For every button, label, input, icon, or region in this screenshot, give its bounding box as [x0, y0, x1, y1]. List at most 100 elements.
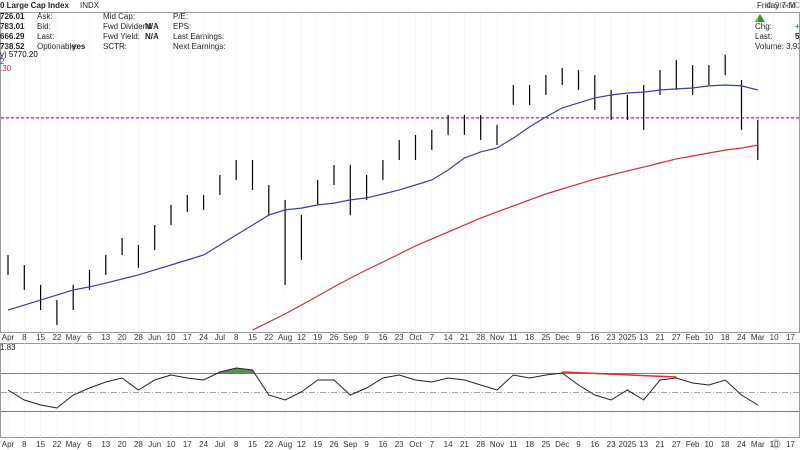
- x-tick-label: 19: [313, 333, 322, 342]
- x-tick-label: 22: [264, 333, 273, 342]
- x-tick-label: 23: [607, 440, 616, 449]
- x-tick-label: 25: [541, 440, 550, 449]
- x-tick-label: Dec: [555, 333, 569, 342]
- x-tick-label: 7: [430, 333, 435, 342]
- quote-value: 738.52: [0, 42, 25, 51]
- x-tick-label: 21: [656, 440, 665, 449]
- x-tick-label: 22: [52, 333, 61, 342]
- x-tick-label: Nov: [490, 440, 504, 449]
- x-tick-label: 10: [167, 440, 176, 449]
- x-tick-label: 12: [297, 440, 306, 449]
- moving-average: [252, 144, 758, 331]
- x-tick-label: 9: [576, 440, 581, 449]
- earnings-label: Next Earnings:: [173, 42, 225, 51]
- x-tick-label: 23: [395, 440, 404, 449]
- x-tick-label: 23: [607, 333, 616, 342]
- x-tick-label: Nov: [490, 333, 504, 342]
- x-tick-label: Jul: [215, 440, 225, 449]
- x-tick-label: 14: [444, 440, 453, 449]
- x-tick-label: Feb: [686, 440, 700, 449]
- quote-value: 666.29: [0, 32, 25, 41]
- x-tick-label: 7: [430, 440, 435, 449]
- x-tick-label: Jun: [148, 333, 161, 342]
- fundamental-label: Fwd Yield:: [103, 32, 140, 41]
- exchange: INDX: [80, 1, 100, 10]
- x-tick-label: 21: [656, 333, 665, 342]
- x-tick-label: 11: [509, 440, 518, 449]
- x-tick-label: 16: [590, 440, 599, 449]
- x-tick-label: 24: [737, 333, 746, 342]
- x-tick-label: 15: [36, 333, 45, 342]
- x-tick-label: 8: [234, 333, 239, 342]
- x-tick-label: 28: [476, 333, 485, 342]
- trendline: [562, 371, 677, 378]
- x-tick-label: 2025: [619, 333, 637, 342]
- x-tick-label: 22: [264, 440, 273, 449]
- x-tick-label: 6: [87, 440, 92, 449]
- legend-entry: y) 5770.20: [0, 50, 38, 59]
- fundamental-label: Fwd Dividend: [103, 22, 151, 31]
- x-tick-label: 19: [313, 440, 322, 449]
- x-tick-label: 10: [167, 333, 176, 342]
- quote-value: 783.01: [0, 22, 25, 31]
- quote-value: 726.01: [0, 12, 25, 21]
- x-tick-label: 18: [525, 440, 534, 449]
- source: © StockC: [766, 1, 800, 10]
- x-tick-label: 20: [118, 333, 127, 342]
- x-tick-label: 25: [541, 333, 550, 342]
- fwd-dividend: N/A: [145, 22, 159, 31]
- x-tick-label: 18: [721, 333, 730, 342]
- x-tick-label: 11: [509, 333, 518, 342]
- x-tick-label: 15: [248, 333, 257, 342]
- x-tick-label: Feb: [686, 333, 700, 342]
- legend-entry: 2: [0, 57, 5, 66]
- x-tick-label: 8: [234, 440, 239, 449]
- x-tick-label: 9: [576, 333, 581, 342]
- x-tick-label: Oct: [409, 440, 422, 449]
- x-tick-label: Aug: [278, 440, 292, 449]
- x-tick-label: Mar: [751, 440, 765, 449]
- x-tick-label: 8: [22, 333, 27, 342]
- x-tick-label: 17: [786, 440, 795, 449]
- x-tick-label: 13: [639, 333, 648, 342]
- x-tick-label: May: [66, 440, 81, 449]
- x-tick-label: 9: [364, 333, 369, 342]
- fundamental-label: SCTR:: [103, 42, 127, 51]
- chg: +: [795, 22, 800, 31]
- x-tick-label: 28: [134, 440, 143, 449]
- x-tick-label: Apr: [2, 333, 15, 342]
- header: 0 Large Cap Index INDX © StockC yes N/A …: [0, 1, 800, 51]
- x-tick-label: 10: [704, 440, 713, 449]
- x-tick-label: Jun: [148, 440, 161, 449]
- earnings-label: Last Earnings:: [173, 32, 224, 41]
- x-tick-label: 13: [101, 440, 110, 449]
- indicator-line: [7, 367, 759, 409]
- x-tick-label: 6: [87, 333, 92, 342]
- quote-label: Last:: [37, 32, 54, 41]
- x-tick-label: 27: [672, 440, 681, 449]
- x-tick-label: May: [66, 333, 81, 342]
- x-tick-label: 22: [52, 440, 61, 449]
- x-tick-label: 14: [444, 333, 453, 342]
- x-tick-label: 18: [721, 440, 730, 449]
- x-tick-label: 28: [476, 440, 485, 449]
- x-tick-label: 21: [460, 440, 469, 449]
- x-tick-label: 16: [378, 333, 387, 342]
- x-tick-label: 16: [590, 333, 599, 342]
- x-tick-label: 10: [704, 333, 713, 342]
- settings-icon[interactable]: [771, 439, 781, 449]
- x-tick-label: 24: [199, 333, 208, 342]
- x-tick-label: 21: [460, 333, 469, 342]
- date: Friday 7-M: [757, 1, 796, 10]
- last: 5: [795, 32, 800, 41]
- x-tick-label: 12: [297, 333, 306, 342]
- x-tick-label: 2025: [619, 440, 637, 449]
- x-tick-label: 17: [183, 333, 192, 342]
- x-tick-label: 8: [22, 440, 27, 449]
- legend-entry: .30: [0, 64, 12, 73]
- x-tick-label: 24: [737, 440, 746, 449]
- x-tick-label: 9: [364, 440, 369, 449]
- x-tick-label: 15: [36, 440, 45, 449]
